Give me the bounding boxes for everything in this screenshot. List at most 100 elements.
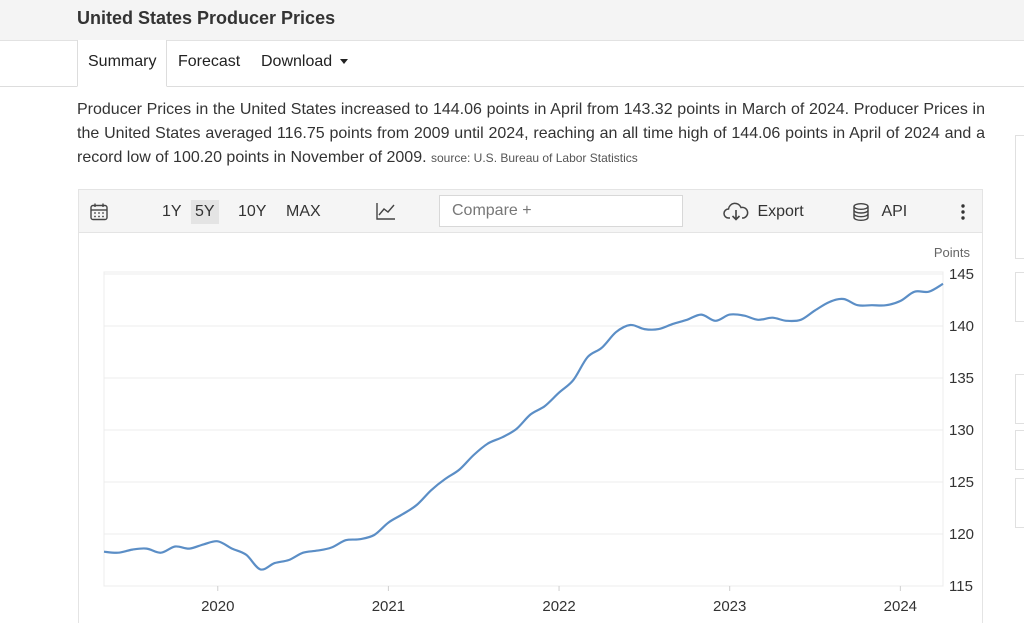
line-chart[interactable]: 115 120 125 130 135 140 145 Points 2020 2021 2022 2… xyxy=(79,233,982,623)
side-card xyxy=(1015,272,1024,322)
x-tick-label: 2024 xyxy=(884,598,917,615)
range-10y-button[interactable]: 10Y xyxy=(238,203,267,220)
data-point[interactable] xyxy=(570,377,576,383)
range-max-button[interactable]: MAX xyxy=(286,203,321,220)
data-point[interactable] xyxy=(812,307,818,313)
data-point[interactable] xyxy=(357,536,363,542)
data-point[interactable] xyxy=(798,317,804,323)
data-point[interactable] xyxy=(670,321,676,327)
data-point[interactable] xyxy=(172,544,178,550)
data-point[interactable] xyxy=(528,411,534,417)
compare-input[interactable] xyxy=(439,195,683,227)
data-point[interactable] xyxy=(698,312,704,318)
y-tick-label: 140 xyxy=(949,318,974,335)
caret-down-icon xyxy=(340,59,349,65)
line-chart-icon[interactable] xyxy=(375,201,397,226)
plot-border xyxy=(103,271,944,587)
x-tick-label: 2021 xyxy=(372,598,405,615)
data-point[interactable] xyxy=(243,552,249,558)
data-point[interactable] xyxy=(784,318,790,324)
data-point[interactable] xyxy=(912,289,918,295)
series-line xyxy=(103,282,944,571)
data-point[interactable] xyxy=(741,313,747,319)
header-bar: United States Producer Prices xyxy=(0,0,1024,41)
more-vertical-icon[interactable] xyxy=(959,202,967,227)
data-point[interactable] xyxy=(343,537,349,543)
data-point[interactable] xyxy=(158,550,164,556)
data-point[interactable] xyxy=(400,511,406,517)
data-point[interactable] xyxy=(144,546,150,552)
export-button[interactable]: Export xyxy=(723,202,804,222)
data-point[interactable] xyxy=(513,426,519,432)
data-point[interactable] xyxy=(286,557,292,563)
data-point[interactable] xyxy=(129,547,135,553)
y-tick-label: 145 xyxy=(949,266,974,283)
page-title: United States Producer Prices xyxy=(77,8,336,28)
data-point[interactable] xyxy=(641,326,647,332)
tab-download-label: Download xyxy=(261,53,333,70)
data-point[interactable] xyxy=(229,546,235,552)
data-point[interactable] xyxy=(542,403,548,409)
data-point[interactable] xyxy=(727,312,733,318)
api-button[interactable]: API xyxy=(851,202,907,222)
data-point[interactable] xyxy=(272,560,278,566)
chart-container: 115 120 125 130 135 140 145 Points 2020 2021 2022 2… xyxy=(78,233,983,623)
data-point[interactable] xyxy=(940,281,946,287)
data-point[interactable] xyxy=(855,302,861,308)
data-point[interactable] xyxy=(201,541,207,547)
source-label: source: U.S. Bureau of Labor Statistics xyxy=(431,151,638,165)
data-point[interactable] xyxy=(186,546,192,552)
data-point[interactable] xyxy=(627,322,633,328)
range-5y-button[interactable]: 5Y xyxy=(191,200,219,224)
data-point[interactable] xyxy=(115,550,121,556)
data-point[interactable] xyxy=(314,548,320,554)
data-point[interactable] xyxy=(897,298,903,304)
y-tick-label: 135 xyxy=(949,370,974,387)
data-point[interactable] xyxy=(101,549,107,555)
y-tick-label: 130 xyxy=(949,422,974,439)
data-point[interactable] xyxy=(414,502,420,508)
description-paragraph: Producer Prices in the United States inc… xyxy=(77,98,985,170)
data-point[interactable] xyxy=(613,329,619,335)
data-point[interactable] xyxy=(257,566,263,572)
data-point[interactable] xyxy=(471,452,477,458)
tab-download[interactable]: Download xyxy=(261,40,349,86)
data-point[interactable] xyxy=(869,302,875,308)
data-point[interactable] xyxy=(585,354,591,360)
data-point[interactable] xyxy=(385,520,391,526)
data-point[interactable] xyxy=(599,345,605,351)
data-point[interactable] xyxy=(556,390,562,396)
data-point[interactable] xyxy=(883,302,889,308)
database-icon xyxy=(853,203,869,221)
data-point[interactable] xyxy=(300,550,306,556)
y-tick-label: 125 xyxy=(949,474,974,491)
data-point[interactable] xyxy=(755,317,761,323)
data-point[interactable] xyxy=(656,326,662,332)
x-tick-label: 2022 xyxy=(542,598,575,615)
data-point[interactable] xyxy=(428,487,434,493)
data-point[interactable] xyxy=(841,296,847,302)
data-point[interactable] xyxy=(442,476,448,482)
data-point[interactable] xyxy=(215,538,221,544)
api-label: API xyxy=(881,203,908,220)
data-point[interactable] xyxy=(329,545,335,551)
y-tick-label: 120 xyxy=(949,526,974,543)
data-point[interactable] xyxy=(926,289,932,295)
tab-forecast[interactable]: Forecast xyxy=(178,53,241,70)
data-point[interactable] xyxy=(371,532,377,538)
data-point[interactable] xyxy=(485,441,491,447)
data-point[interactable] xyxy=(769,315,775,321)
data-point[interactable] xyxy=(457,467,463,473)
description-text: Producer Prices in the United States inc… xyxy=(77,101,985,166)
tab-summary[interactable]: Summary xyxy=(77,40,168,87)
x-tick-label: 2023 xyxy=(713,598,746,615)
x-tick-label: 2020 xyxy=(201,598,234,615)
data-point[interactable] xyxy=(826,299,832,305)
data-point[interactable] xyxy=(499,434,505,440)
chart-toolbar: 1Y 5Y 10Y MAX Export API xyxy=(78,189,983,233)
data-point[interactable] xyxy=(684,317,690,323)
y-tick-label: 115 xyxy=(949,578,973,595)
range-1y-button[interactable]: 1Y xyxy=(162,203,182,220)
data-point[interactable] xyxy=(713,318,719,324)
calendar-icon[interactable] xyxy=(89,202,109,227)
